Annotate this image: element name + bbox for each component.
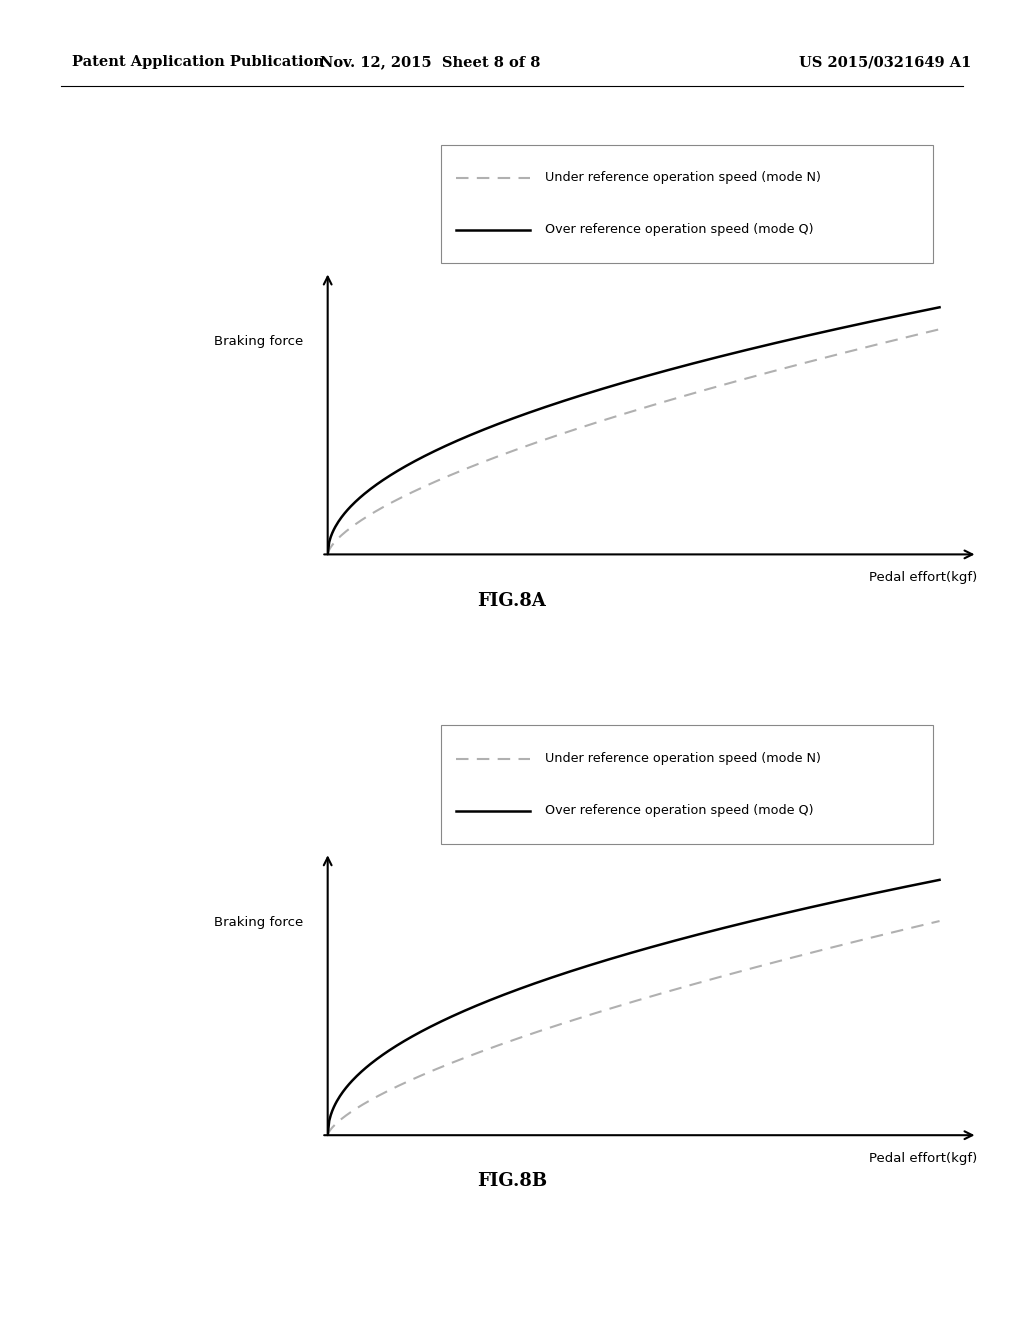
- Text: Patent Application Publication: Patent Application Publication: [72, 55, 324, 70]
- Text: Pedal effort(kgf): Pedal effort(kgf): [869, 1151, 977, 1164]
- Text: Braking force: Braking force: [214, 916, 303, 928]
- Text: Under reference operation speed (mode N): Under reference operation speed (mode N): [545, 172, 820, 185]
- Text: Nov. 12, 2015  Sheet 8 of 8: Nov. 12, 2015 Sheet 8 of 8: [319, 55, 541, 70]
- Text: Pedal effort(kgf): Pedal effort(kgf): [869, 570, 977, 583]
- Text: Over reference operation speed (mode Q): Over reference operation speed (mode Q): [545, 223, 813, 236]
- Text: Over reference operation speed (mode Q): Over reference operation speed (mode Q): [545, 804, 813, 817]
- Text: Braking force: Braking force: [214, 335, 303, 347]
- Text: FIG.8B: FIG.8B: [477, 1172, 547, 1191]
- Text: US 2015/0321649 A1: US 2015/0321649 A1: [799, 55, 971, 70]
- Text: Under reference operation speed (mode N): Under reference operation speed (mode N): [545, 752, 820, 766]
- Text: FIG.8A: FIG.8A: [477, 591, 547, 610]
